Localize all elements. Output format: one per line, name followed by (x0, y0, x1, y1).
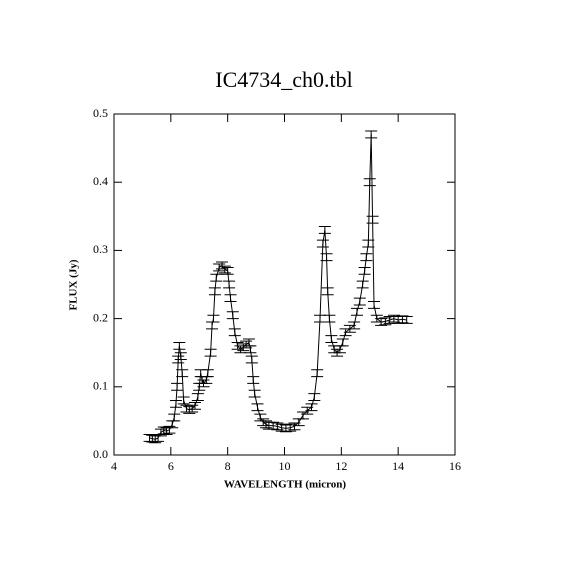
error-bar (305, 403, 318, 412)
error-bar (177, 396, 190, 405)
x-tick-label: 16 (449, 459, 461, 473)
y-tick-label: 0.2 (93, 310, 108, 324)
error-bar (254, 413, 267, 422)
y-tick-label: 0.3 (93, 242, 108, 256)
error-bar (223, 280, 236, 289)
error-bar (210, 273, 223, 282)
x-tick-label: 12 (335, 459, 347, 473)
error-bar (365, 130, 378, 139)
error-bar (169, 399, 182, 408)
error-bar (368, 301, 381, 309)
error-bar (350, 307, 363, 316)
error-bar (353, 297, 366, 306)
error-bar (206, 321, 219, 330)
x-tick-label: 10 (279, 459, 291, 473)
error-bar (325, 335, 338, 343)
error-bar (171, 382, 184, 391)
error-bar (318, 226, 331, 234)
x-tick-label: 8 (225, 459, 231, 473)
error-bar (314, 314, 327, 323)
error-bar (320, 253, 333, 262)
error-bar (244, 345, 257, 354)
error-bar (204, 348, 217, 357)
error-bar (316, 239, 329, 248)
error-bar (207, 314, 220, 323)
error-bar (191, 393, 204, 401)
error-bar (188, 401, 201, 410)
plot-frame (113, 113, 456, 456)
y-tick-label: 0.1 (93, 379, 108, 393)
error-bar (400, 316, 413, 324)
error-bar (213, 263, 226, 272)
error-bar (323, 314, 336, 323)
error-bar (174, 352, 187, 361)
error-bar (311, 369, 324, 378)
x-tick-label: 14 (392, 459, 404, 473)
error-bar (248, 389, 261, 398)
error-bar (336, 338, 349, 347)
error-bar (247, 376, 260, 384)
error-bar (228, 328, 241, 337)
error-bar (356, 280, 369, 289)
error-bar (360, 253, 373, 262)
spectrum-line (149, 134, 407, 440)
error-bar (308, 393, 321, 401)
error-bar (321, 287, 334, 296)
error-bar (176, 369, 189, 378)
error-bar (221, 266, 234, 275)
x-axis-label: WAVELENGTH (micron) (224, 479, 346, 491)
error-bar (348, 321, 361, 330)
error-bar (194, 369, 207, 378)
x-tick-label: 6 (168, 459, 174, 473)
error-bar (186, 404, 199, 413)
error-bar (168, 413, 181, 422)
y-axis-label: FLUX (Jy) (68, 259, 80, 310)
error-bar (358, 266, 371, 275)
y-tick-label: 0.5 (93, 106, 108, 120)
error-bar (226, 311, 239, 320)
error-bar (245, 355, 258, 364)
error-bar (224, 294, 237, 303)
error-bar (362, 239, 375, 248)
x-tick-label: 4 (111, 459, 117, 473)
error-bar (237, 343, 250, 352)
error-bar (242, 338, 255, 347)
error-bar (201, 369, 214, 378)
error-bar (251, 403, 264, 412)
y-tick-label: 0.0 (93, 447, 108, 461)
error-bar (363, 178, 376, 187)
error-bar (366, 215, 379, 224)
chart-title: IC4734_ch0.tbl (215, 67, 353, 92)
error-bar (208, 287, 221, 296)
y-tick-label: 0.4 (93, 174, 108, 188)
error-bar (173, 341, 186, 350)
